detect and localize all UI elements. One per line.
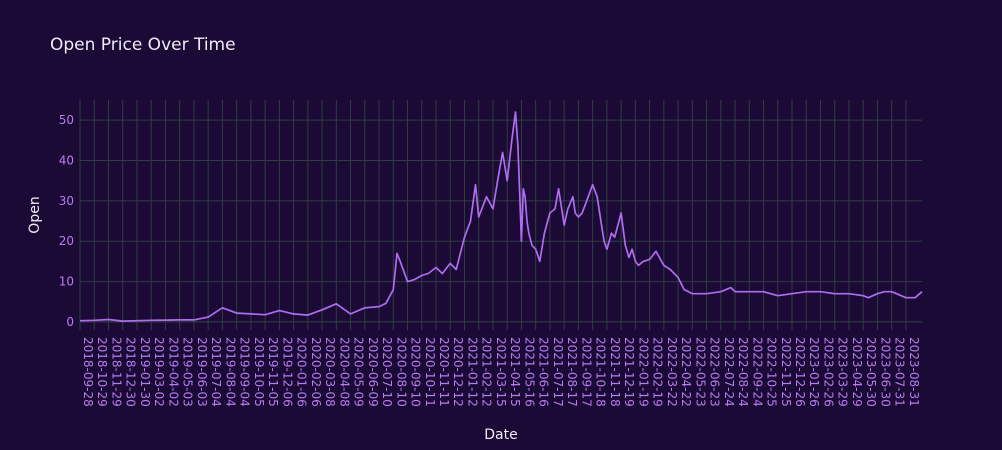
x-tick-label: 2022-04-22 — [679, 337, 693, 407]
x-tick-label: 2018-12-30 — [124, 337, 138, 407]
chart-title: Open Price Over Time — [50, 35, 236, 55]
x-tick-label: 2022-06-23 — [708, 337, 722, 407]
x-tick-label: 2020-06-09 — [366, 337, 380, 407]
y-tick-labels: 0 10 20 30 40 50 — [59, 113, 74, 329]
line-layer — [79, 111, 923, 322]
x-tick-label: 2018-11-29 — [109, 337, 123, 407]
x-tick-label: 2021-05-16 — [522, 337, 536, 407]
x-tick-label: 2022-09-24 — [750, 337, 764, 407]
x-tick-label: 2019-07-04 — [209, 337, 223, 407]
x-tick-label: 2021-01-12 — [465, 337, 479, 407]
x-tick-label: 2023-05-30 — [864, 337, 878, 407]
x-tick-label: 2023-07-31 — [893, 337, 907, 407]
x-tick-label: 2019-10-05 — [252, 337, 266, 407]
x-tick-label: 2021-09-17 — [579, 337, 593, 407]
x-tick-label: 2020-01-06 — [295, 337, 309, 407]
x-tick-label: 2021-04-15 — [508, 337, 522, 407]
x-tick-label: 2021-11-18 — [608, 337, 622, 407]
x-tick-label: 2020-11-11 — [437, 337, 451, 407]
x-tick-label: 2020-07-10 — [380, 337, 394, 407]
x-tick-label: 2023-01-26 — [807, 337, 821, 407]
x-tick-label: 2018-09-28 — [81, 337, 95, 407]
x-tick-label: 2021-07-17 — [551, 337, 565, 407]
x-tick-label: 2020-12-12 — [451, 337, 465, 407]
x-tick-label: 2022-03-22 — [665, 337, 679, 407]
x-tick-label: 2022-07-24 — [722, 337, 736, 407]
x-tick-label: 2021-06-16 — [537, 337, 551, 407]
x-tick-label: 2022-08-24 — [736, 337, 750, 407]
grid-layer — [79, 100, 922, 330]
y-tick-label: 20 — [59, 234, 74, 248]
x-tick-label: 2021-10-18 — [594, 337, 608, 407]
x-tick-label: 2019-05-03 — [181, 337, 195, 407]
y-axis-title: Open — [27, 196, 43, 233]
x-tick-label: 2022-12-26 — [793, 337, 807, 407]
y-tick-label: 0 — [66, 315, 74, 329]
x-tick-label: 2019-04-02 — [166, 337, 180, 407]
y-tick-label: 10 — [59, 275, 74, 289]
x-tick-label: 2023-06-30 — [878, 337, 892, 407]
x-axis-title: Date — [484, 427, 517, 443]
x-tick-label: 2022-02-19 — [651, 337, 665, 407]
x-tick-labels: 2018-09-28 2018-10-29 2018-11-29 2018-12-30… — [81, 337, 921, 407]
series-line — [79, 111, 923, 322]
x-tick-label: 2021-12-19 — [622, 337, 636, 407]
x-tick-label: 2020-08-10 — [394, 337, 408, 407]
y-tick-label: 30 — [59, 194, 74, 208]
x-tick-label: 2021-08-17 — [565, 337, 579, 407]
x-tick-label: 2023-03-29 — [836, 337, 850, 407]
x-tick-label: 2023-04-29 — [850, 337, 864, 407]
x-tick-label: 2019-06-03 — [195, 337, 209, 407]
x-tick-label: 2023-02-26 — [821, 337, 835, 407]
x-tick-label: 2019-01-30 — [138, 337, 152, 407]
x-tick-label: 2020-10-11 — [423, 337, 437, 407]
y-tick-label: 50 — [59, 113, 74, 127]
x-tick-label: 2023-08-31 — [907, 337, 921, 407]
y-tick-label: 40 — [59, 154, 74, 168]
x-tick-label: 2022-11-25 — [779, 337, 793, 407]
x-tick-label: 2021-03-15 — [494, 337, 508, 407]
x-tick-label: 2022-05-23 — [693, 337, 707, 407]
x-tick-label: 2019-12-06 — [280, 337, 294, 407]
x-tick-label: 2020-03-08 — [323, 337, 337, 407]
x-tick-label: 2020-02-06 — [309, 337, 323, 407]
x-tick-label: 2021-02-12 — [480, 337, 494, 407]
x-tick-label: 2019-08-04 — [223, 337, 237, 407]
x-tick-label: 2022-01-19 — [636, 337, 650, 407]
x-tick-label: 2019-03-02 — [152, 337, 166, 407]
x-tick-label: 2020-05-09 — [352, 337, 366, 407]
x-tick-label: 2018-10-29 — [95, 337, 109, 407]
x-tick-label: 2019-09-04 — [238, 337, 252, 407]
x-tick-label: 2020-04-08 — [337, 337, 351, 407]
x-tick-label: 2020-09-10 — [409, 337, 423, 407]
x-tick-label: 2022-10-25 — [765, 337, 779, 407]
x-tick-label: 2019-11-05 — [266, 337, 280, 407]
